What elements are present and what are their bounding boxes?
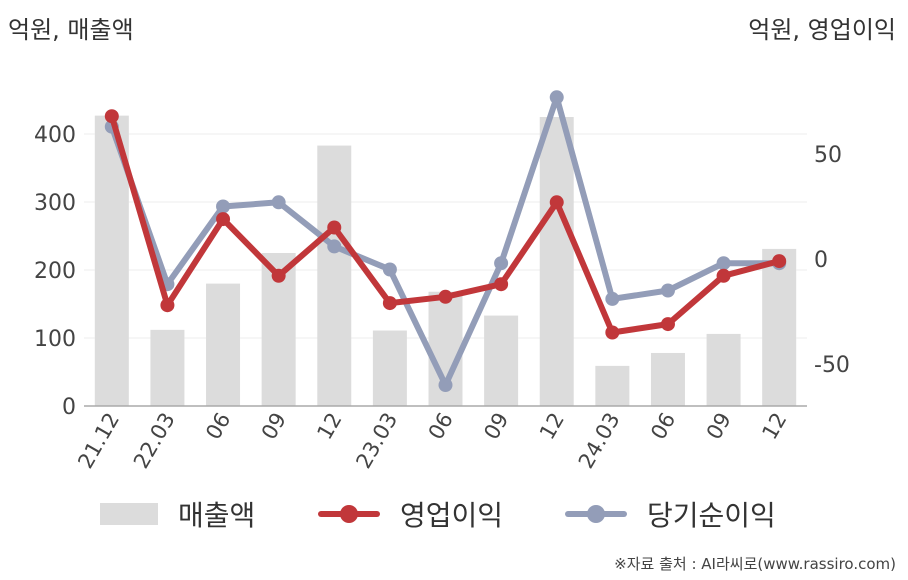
left-axis-unit: 억원, 매출액 [8, 16, 134, 44]
revenue-bar [539, 117, 574, 406]
x-tick-label: 21.12 [73, 409, 124, 473]
legend-swatch-net-income [565, 503, 627, 525]
left-tick-label: 200 [34, 259, 76, 284]
right-tick-label: -50 [814, 353, 850, 378]
left-tick-label: 300 [34, 191, 76, 216]
legend-item-operating-profit: 영업이익 [318, 492, 503, 536]
operating-profit-point [327, 220, 342, 235]
revenue-bar [484, 315, 519, 406]
x-tick-label: 23.03 [351, 409, 402, 473]
legend: 매출액 영업이익 당기순이익 [0, 492, 908, 536]
net-income-point [216, 199, 231, 214]
profit-lines [104, 90, 787, 392]
left-tick-label: 0 [62, 395, 76, 420]
x-tick-label: 06 [201, 409, 235, 444]
right-axis-unit: 억원, 영업이익 [748, 16, 896, 44]
operating-profit-point [549, 195, 564, 210]
x-tick-label: 06 [424, 409, 458, 444]
x-tick-label: 09 [257, 409, 291, 444]
revenue-bar [650, 352, 685, 406]
operating-profit-point [716, 268, 731, 283]
operating-profit-point [438, 289, 453, 304]
x-tick-label: 12 [312, 409, 346, 444]
x-tick-label: 22.03 [129, 409, 180, 473]
net-income-point [438, 378, 453, 392]
left-axis-ticks: 0 100 200 300 400 [34, 123, 76, 420]
net-income-point [660, 283, 675, 298]
net-income-point [327, 239, 342, 254]
right-tick-label: 50 [814, 143, 842, 168]
legend-label-revenue: 매출액 [178, 499, 256, 532]
revenue-bar [317, 145, 352, 406]
x-tick-label: 06 [646, 409, 680, 444]
operating-profit-point [660, 317, 675, 332]
operating-profit-point [772, 254, 787, 269]
revenue-bar [595, 365, 630, 406]
revenue-bar [206, 283, 241, 406]
revenue-bar [372, 330, 407, 406]
operating-profit-point [382, 296, 397, 311]
x-axis-ticks: 21.12 22.03 06 09 12 23.03 06 09 12 24.03 06 09 12 [73, 408, 791, 472]
net-income-point [549, 90, 564, 105]
operating-profit-point [216, 212, 231, 227]
revenue-bar [762, 248, 797, 406]
operating-profit-point [494, 277, 509, 292]
legend-swatch-revenue [100, 503, 158, 525]
x-tick-label: 12 [535, 409, 569, 444]
net-income-point [716, 256, 731, 271]
net-income-point [382, 262, 397, 277]
x-tick-label: 24.03 [574, 409, 625, 473]
left-tick-label: 400 [34, 123, 76, 148]
legend-item-net-income: 당기순이익 [565, 492, 776, 536]
x-tick-label: 12 [757, 409, 791, 444]
operating-profit-point [605, 325, 620, 340]
right-axis-ticks: 50 0 -50 [814, 143, 850, 378]
revenue-bar [706, 333, 741, 406]
operating-profit-point [160, 298, 175, 313]
legend-label-operating-profit: 영업이익 [400, 499, 504, 532]
net-income-point [494, 256, 509, 271]
revenue-bar [150, 329, 185, 406]
operating-profit-point [271, 268, 286, 283]
net-income-point [605, 291, 620, 306]
legend-item-revenue: 매출액 [100, 492, 255, 536]
x-tick-label: 09 [479, 408, 513, 443]
x-tick-label: 09 [702, 409, 736, 444]
net-income-point [271, 195, 286, 210]
revenue-bars [94, 115, 797, 406]
right-tick-label: 0 [814, 248, 828, 273]
operating-profit-point [104, 109, 119, 124]
legend-label-net-income: 당기순이익 [647, 499, 776, 532]
source-credit: ※자료 출처 : AI라씨로(www.rassiro.com) [614, 555, 896, 573]
legend-swatch-operating-profit [318, 503, 380, 525]
left-tick-label: 100 [34, 327, 76, 352]
